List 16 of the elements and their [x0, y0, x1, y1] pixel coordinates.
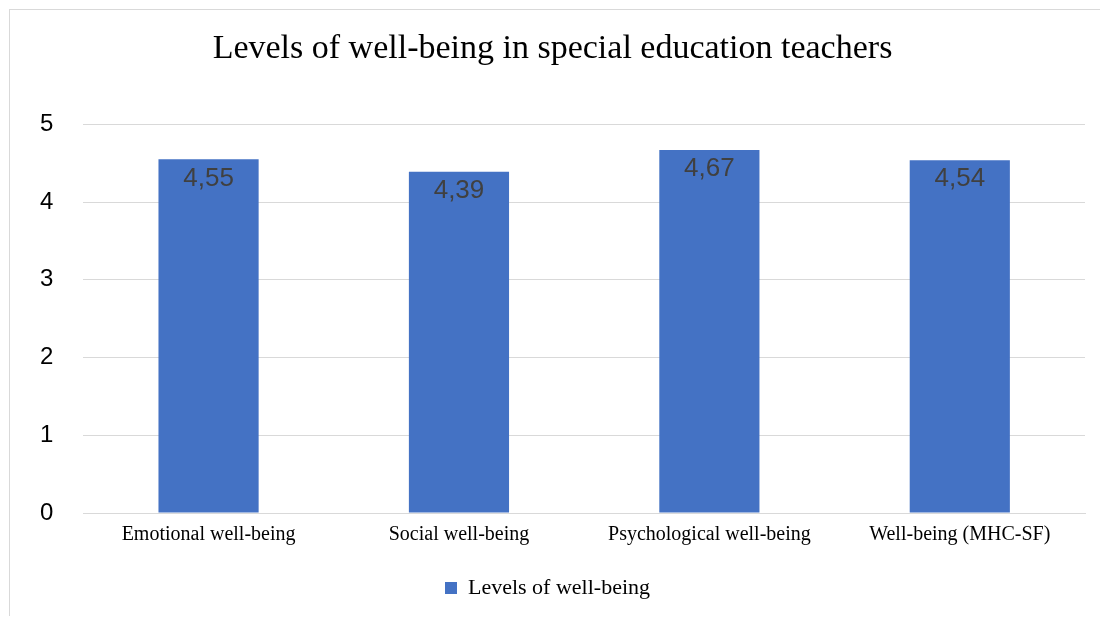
x-tick-label: Emotional well-being: [121, 522, 296, 546]
data-label: 4,55: [183, 161, 234, 192]
chart-title: Levels of well-being in special education teachers: [211, 28, 894, 66]
data-label: 4,54: [934, 162, 986, 193]
data-label: 4,39: [433, 173, 485, 204]
x-tick-label: Well-being (MHC-SF): [869, 522, 1051, 546]
y-tick-label: 3: [39, 264, 54, 292]
y-tick-label: 0: [39, 497, 54, 525]
y-tick-label: 5: [39, 109, 54, 137]
y-tick-label: 4: [39, 186, 54, 214]
legend-label: Levels of well-being: [467, 573, 651, 599]
data-label: 4,67: [684, 152, 735, 183]
y-tick-label: 2: [39, 342, 54, 370]
x-tick-label: Psychological well-being: [608, 522, 811, 546]
y-tick-label: 1: [39, 419, 54, 447]
x-tick-label: Social well-being: [388, 522, 530, 546]
